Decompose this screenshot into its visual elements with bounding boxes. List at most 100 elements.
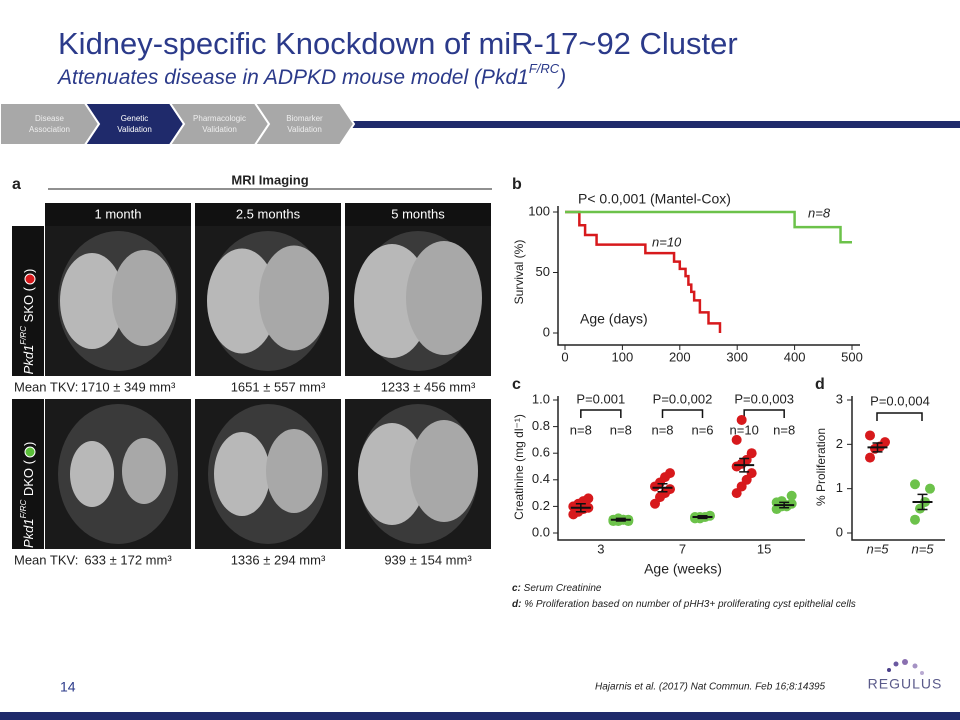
- y-tick-label: 100: [528, 203, 550, 218]
- genotype-marker: [24, 446, 36, 458]
- error-bar: [575, 502, 586, 513]
- step: [168, 102, 271, 146]
- dot: [786, 490, 797, 501]
- row-label-close: ): [21, 269, 36, 273]
- kidney: [214, 432, 270, 516]
- p-label: P=0.0,002: [653, 391, 713, 406]
- tkv-value: 1710 ± 349 mm³: [81, 379, 176, 394]
- dot: [665, 468, 675, 479]
- footnote-text: % Proliferation based on number of pHH3+…: [521, 599, 855, 610]
- error-bar: [697, 514, 708, 520]
- citation: Hajarnis et al. (2017) Nat Commun. Feb 1…: [595, 682, 826, 693]
- p-bracket: [580, 409, 622, 418]
- survival-chart: 0 50 100 0 100 200 300 400 500 Survival (%) P< 0.0…: [512, 191, 863, 365]
- kidney: [406, 241, 482, 355]
- error-bar: [615, 517, 626, 522]
- column-header: [45, 203, 191, 226]
- subtitle-sup: F/RC: [529, 61, 560, 76]
- n-label: n=6: [691, 422, 713, 437]
- dot: [910, 479, 920, 490]
- dot: [910, 514, 920, 525]
- row-label: Pkd1F/RC DKO (): [19, 442, 36, 548]
- error-bar: [779, 501, 790, 509]
- panel-title: MRI Imaging: [231, 172, 308, 187]
- row-label-text: Pkd1F/RC DKO (: [19, 459, 36, 548]
- axis: [851, 396, 945, 541]
- annotation: n=8: [808, 205, 831, 220]
- y-tick-label: 0.0: [532, 524, 550, 539]
- x-axis-label: Age (weeks): [644, 561, 722, 577]
- y-tick-label: 1: [836, 480, 843, 495]
- subtitle-end: ): [556, 66, 566, 89]
- error-bar: [739, 457, 750, 473]
- y-tick-label: 0: [836, 524, 843, 539]
- step-label: Genetic: [121, 114, 149, 123]
- panel-label: c: [512, 376, 521, 393]
- y-tick-label: 0.4: [532, 471, 550, 486]
- x-tick-label: n=5: [866, 541, 889, 556]
- footnote-label: d:: [512, 599, 521, 610]
- dot: [665, 484, 675, 495]
- genotype-marker: [24, 273, 36, 285]
- logo: REGULUS: [868, 676, 943, 692]
- dot: [880, 437, 890, 448]
- dot: [583, 493, 594, 504]
- tkv-value: 1336 ± 294 mm³: [231, 552, 326, 567]
- dot: [746, 468, 757, 479]
- logo-mark: [887, 659, 924, 675]
- step-label: Disease: [35, 114, 64, 123]
- x-tick-label: 300: [726, 349, 748, 364]
- n-label: n=10: [730, 422, 759, 437]
- y-tick-label: 0.6: [532, 445, 550, 460]
- column-label: 5 months: [391, 206, 445, 221]
- kidney: [259, 245, 329, 351]
- tkv-value: 633 ± 172 mm³: [84, 552, 172, 567]
- y-tick-label: 50: [536, 264, 550, 279]
- step: [0, 102, 101, 146]
- gene: Pkd1: [21, 345, 36, 375]
- axis: [557, 396, 805, 541]
- step-label: Validation: [202, 125, 237, 134]
- y-tick-label: 0.2: [532, 498, 550, 513]
- error-bar: [872, 442, 883, 453]
- p-bracket: [876, 412, 923, 421]
- genotype: SKO (: [21, 286, 36, 326]
- p-bracket: [743, 409, 785, 418]
- row-label: Pkd1F/RC SKO (): [19, 269, 36, 375]
- footnote: d: % Proliferation based on number of pH…: [512, 599, 856, 610]
- dot: [925, 483, 935, 494]
- page-number: 14: [60, 679, 76, 695]
- column-label: 1 month: [95, 206, 142, 221]
- step-label: Association: [29, 125, 70, 134]
- annotation: n=10: [652, 234, 682, 249]
- panel-label: d: [815, 376, 825, 393]
- survival-curve: [565, 210, 852, 244]
- footnote: c: Serum Creatinine: [512, 583, 602, 594]
- x-tick-label: 0: [561, 349, 568, 364]
- error-bar: [917, 493, 928, 511]
- tkv-value: 1651 ± 557 mm³: [231, 379, 326, 394]
- kidney: [122, 438, 166, 504]
- genotype: DKO (: [21, 459, 36, 499]
- x-tick-label: 400: [784, 349, 806, 364]
- dot: [746, 448, 757, 459]
- step-label: Validation: [117, 125, 152, 134]
- panel-label: a: [12, 176, 21, 193]
- p-label: P=0.001: [576, 391, 625, 406]
- subtitle: Attenuates disease in ADPKD mouse model …: [56, 61, 566, 88]
- tkv-value: 939 ± 154 mm³: [384, 552, 472, 567]
- step-label: Validation: [287, 125, 322, 134]
- tkv-value: 1233 ± 456 mm³: [381, 379, 476, 394]
- creatinine-chart: 0.0 0.2 0.4 0.6 0.8 1.0 Creatinine (mg dl⁻¹) Ag…: [512, 391, 805, 577]
- kidney: [60, 253, 124, 349]
- title: Kidney-specific Knockdown of miR-17~92 C…: [58, 26, 738, 61]
- y-axis-label: Survival (%): [512, 240, 526, 305]
- footer-bar: [0, 712, 960, 720]
- kidney: [358, 423, 426, 525]
- subtitle-text: Attenuates disease in ADPKD mouse model …: [56, 66, 529, 89]
- tkv-label: Mean TKV:: [14, 379, 78, 394]
- n-label: n=8: [651, 422, 673, 437]
- kidney: [266, 429, 322, 513]
